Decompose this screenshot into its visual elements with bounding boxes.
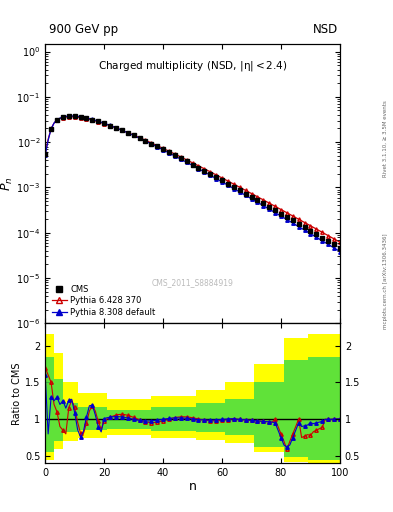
Y-axis label: Ratio to CMS: Ratio to CMS <box>12 362 22 424</box>
Text: Rivet 3.1.10, ≥ 3.5M events: Rivet 3.1.10, ≥ 3.5M events <box>383 100 387 177</box>
Text: NSD: NSD <box>313 23 338 36</box>
Legend: CMS, Pythia 6.428 370, Pythia 8.308 default: CMS, Pythia 6.428 370, Pythia 8.308 defa… <box>50 282 158 319</box>
Text: CMS_2011_S8884919: CMS_2011_S8884919 <box>152 278 233 287</box>
Text: mcplots.cern.ch [arXiv:1306.3436]: mcplots.cern.ch [arXiv:1306.3436] <box>383 234 387 329</box>
Text: Charged multiplicity $\mathregular{(NSD,\,|\eta| < 2.4)}$: Charged multiplicity $\mathregular{(NSD,… <box>98 59 287 73</box>
Y-axis label: $P_n$: $P_n$ <box>0 176 15 190</box>
Text: 900 GeV pp: 900 GeV pp <box>49 23 118 36</box>
X-axis label: n: n <box>189 480 196 493</box>
